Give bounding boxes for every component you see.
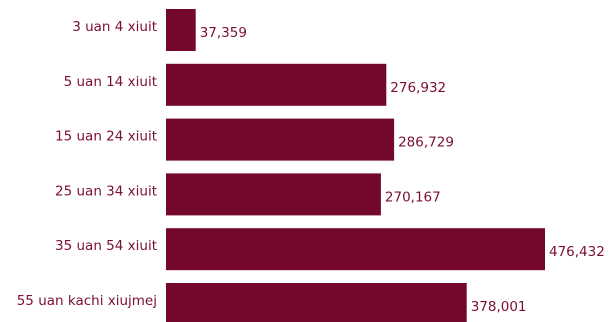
category-label-2: 15 uan 24 xiuit [55, 129, 157, 145]
category-label-1: 5 uan 14 xiuit [64, 74, 157, 90]
value-label-1: 276,932 [390, 80, 446, 96]
bar-3 [166, 173, 381, 216]
bar-0 [166, 9, 196, 51]
bar-5 [166, 283, 467, 322]
category-label-5: 55 uan kachi xiujmej [17, 293, 157, 309]
value-label-4: 476,432 [549, 244, 605, 260]
category-label-0: 3 uan 4 xiuit [72, 19, 157, 35]
value-label-5: 378,001 [471, 299, 527, 315]
value-label-3: 270,167 [385, 189, 441, 205]
category-label-3: 25 uan 34 xiuit [55, 183, 157, 199]
value-label-0: 37,359 [200, 25, 247, 41]
bar-1 [166, 63, 387, 106]
bar-4 [166, 228, 545, 271]
value-label-2: 286,729 [398, 135, 454, 151]
category-label-4: 35 uan 54 xiuit [55, 238, 157, 254]
bar-2 [166, 118, 395, 161]
